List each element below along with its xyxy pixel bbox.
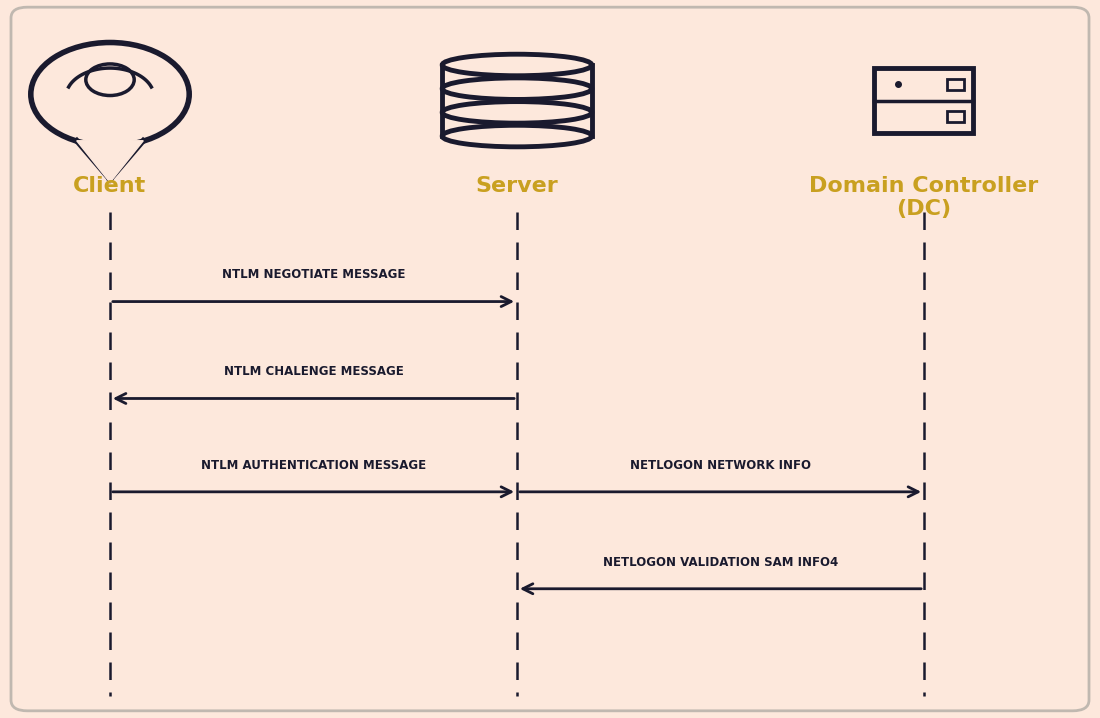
Text: NTLM NEGOTIATE MESSAGE: NTLM NEGOTIATE MESSAGE: [222, 269, 405, 281]
Text: Client: Client: [74, 176, 146, 196]
Text: NTLM CHALENGE MESSAGE: NTLM CHALENGE MESSAGE: [223, 365, 404, 378]
Ellipse shape: [442, 78, 592, 99]
Text: Domain Controller
(DC): Domain Controller (DC): [810, 176, 1038, 219]
Bar: [947, 79, 964, 90]
Ellipse shape: [442, 55, 592, 76]
Ellipse shape: [442, 126, 592, 147]
Text: NETLOGON NETWORK INFO: NETLOGON NETWORK INFO: [630, 459, 811, 472]
Polygon shape: [77, 141, 143, 182]
Bar: [442, 65, 592, 136]
Bar: [947, 111, 964, 122]
Text: NETLOGON VALIDATION SAM INFO4: NETLOGON VALIDATION SAM INFO4: [603, 556, 838, 569]
FancyBboxPatch shape: [11, 7, 1089, 711]
Ellipse shape: [442, 101, 592, 123]
Bar: [874, 68, 974, 133]
Text: Server: Server: [475, 176, 559, 196]
Bar: [874, 68, 974, 133]
Text: NTLM AUTHENTICATION MESSAGE: NTLM AUTHENTICATION MESSAGE: [201, 459, 426, 472]
Circle shape: [31, 42, 189, 146]
Circle shape: [86, 64, 134, 95]
